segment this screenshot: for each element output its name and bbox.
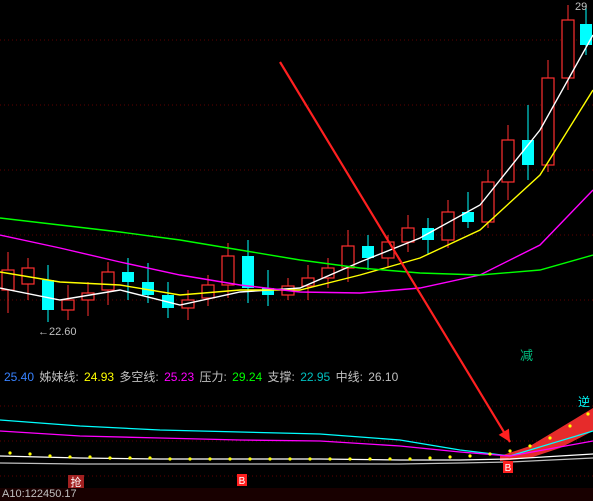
- info-label: 多空线:: [119, 370, 158, 384]
- info-label: 中线:: [336, 370, 363, 384]
- main-candlestick-chart[interactable]: 29 ←22.60 减: [0, 0, 593, 368]
- indicator-info-bar: 25.40 姊妹线: 24.93 多空线: 25.23 压力: 29.24 支撑…: [0, 368, 593, 386]
- svg-text:减: 减: [520, 348, 533, 363]
- svg-text:逆: 逆: [578, 394, 590, 409]
- info-label: 支撑:: [268, 370, 295, 384]
- svg-text:←22.60: ←22.60: [38, 326, 77, 338]
- status-bar: A10:122450.17: [0, 488, 593, 501]
- svg-text:B: B: [239, 476, 246, 487]
- status-text: A10:122450.17: [2, 488, 77, 500]
- info-value: 29.24: [229, 370, 266, 384]
- svg-text:抢: 抢: [71, 475, 82, 488]
- info-label: 姊妹线:: [39, 370, 78, 384]
- info-label: 压力:: [199, 370, 226, 384]
- info-value: 25.23: [161, 370, 198, 384]
- info-value: 26.10: [365, 370, 398, 384]
- left-price-label: 25.40: [4, 370, 34, 384]
- sub-indicator-chart[interactable]: B B 抢 逆: [0, 386, 593, 488]
- svg-text:B: B: [505, 463, 512, 474]
- info-value: 24.93: [81, 370, 118, 384]
- info-value: 22.95: [297, 370, 334, 384]
- svg-text:29: 29: [575, 1, 587, 13]
